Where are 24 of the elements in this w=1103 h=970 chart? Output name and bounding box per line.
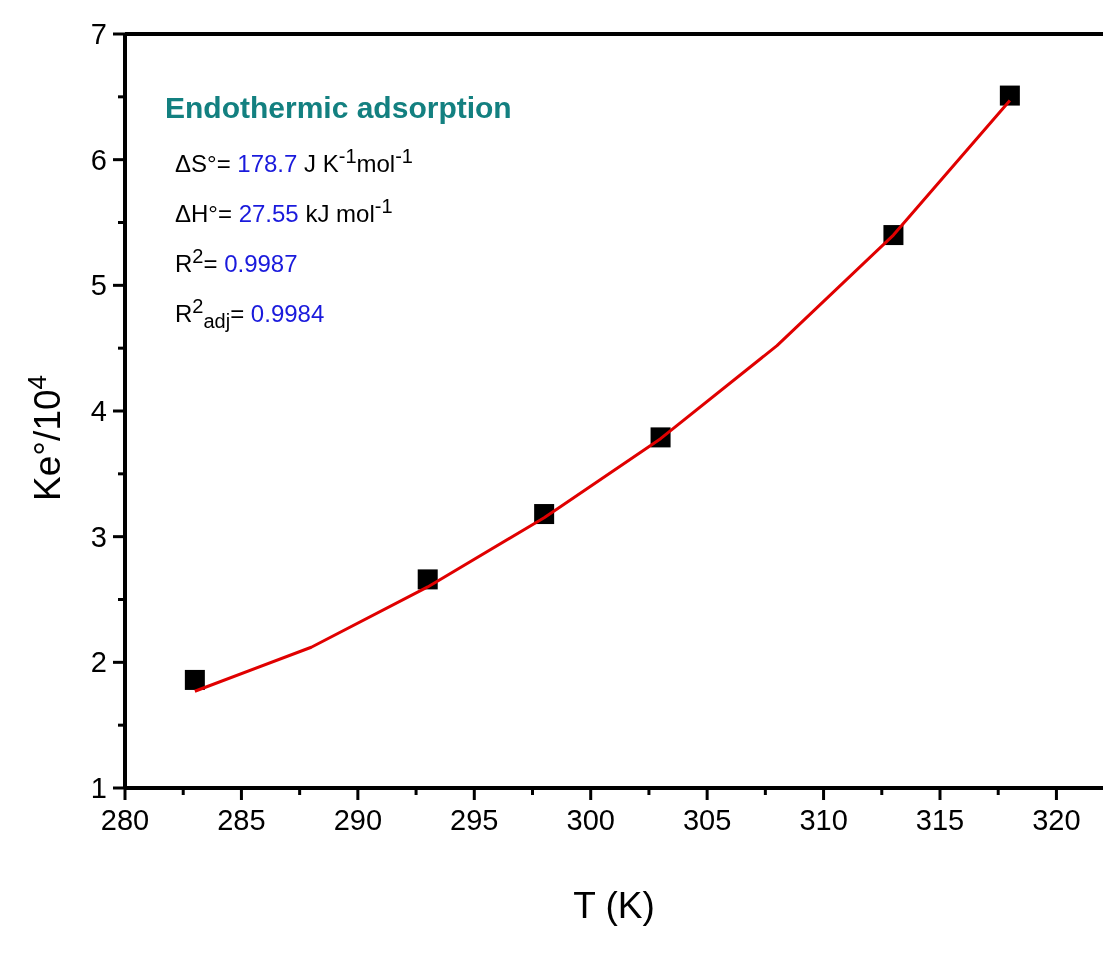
- y-tick-label: 3: [90, 520, 107, 553]
- x-tick-label: 305: [682, 804, 732, 836]
- annotation: R$^{2}$= 0.9987: [175, 244, 299, 279]
- annotation: ΔS°= 178.7 J K$^{-1}$mol$^{-1}$: [175, 144, 414, 179]
- y-tick-label: 5: [90, 269, 107, 302]
- point: [999, 85, 1020, 106]
- y-tick-label: 4: [90, 395, 107, 427]
- y-tick-label: 2: [90, 646, 107, 679]
- x-axis-title: T (K): [573, 885, 655, 926]
- x-tick-label: 285: [217, 804, 266, 836]
- annotation: Endothermic adsorption: [165, 90, 512, 126]
- point: [184, 669, 205, 690]
- x-tick-label: 280: [100, 804, 150, 836]
- x-tick-label: 295: [450, 804, 499, 836]
- x-tick-label: 310: [799, 804, 848, 836]
- y-tick-label: 1: [90, 772, 107, 804]
- annotation: ΔH°= 27.55 kJ mol$^{-1}$: [175, 194, 394, 229]
- x-tick-label: 300: [566, 804, 615, 836]
- x-tick-label: 290: [333, 804, 383, 836]
- y-tick-label: 7: [90, 18, 107, 50]
- annotation: R$^{2}$$_{adj}$= 0.9984: [175, 294, 326, 334]
- x-tick-label: 320: [1032, 804, 1081, 836]
- x-tick-label: 315: [915, 804, 965, 836]
- y-tick-label: 6: [90, 143, 107, 176]
